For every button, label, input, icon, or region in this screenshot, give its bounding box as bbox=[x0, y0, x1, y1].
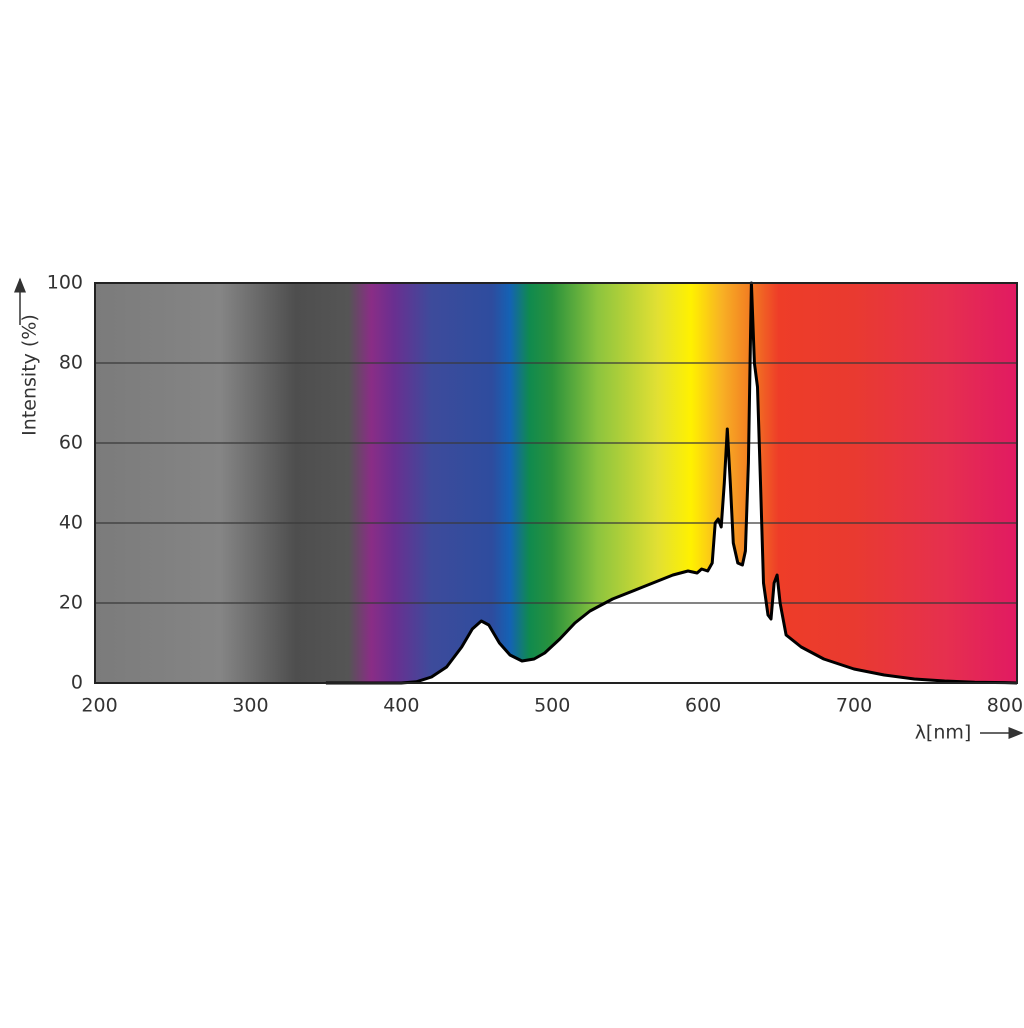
y-tick-label: 60 bbox=[59, 432, 83, 454]
x-axis-label: λ[nm] bbox=[915, 722, 972, 744]
y-axis-label: Intensity (%) bbox=[19, 314, 41, 436]
line bbox=[325, 281, 1018, 685]
x-tick-label: 300 bbox=[232, 695, 268, 717]
plot-frame bbox=[94, 282, 1018, 684]
y-tick-label: 100 bbox=[47, 272, 83, 294]
x-tick-label: 400 bbox=[383, 695, 419, 717]
y-tick-label: 80 bbox=[59, 352, 83, 374]
y-tick-label: 0 bbox=[71, 672, 83, 694]
spectrum-background bbox=[95, 283, 1017, 683]
x-tick-label: 700 bbox=[836, 695, 872, 717]
x-tick-label: 800 bbox=[987, 695, 1023, 717]
x-tick-label: 500 bbox=[534, 695, 570, 717]
y-tick-label: 20 bbox=[59, 592, 83, 614]
x-tick-label: 200 bbox=[81, 695, 117, 717]
x-tick-label: 600 bbox=[685, 695, 721, 717]
y-tick-label: 40 bbox=[59, 512, 83, 534]
